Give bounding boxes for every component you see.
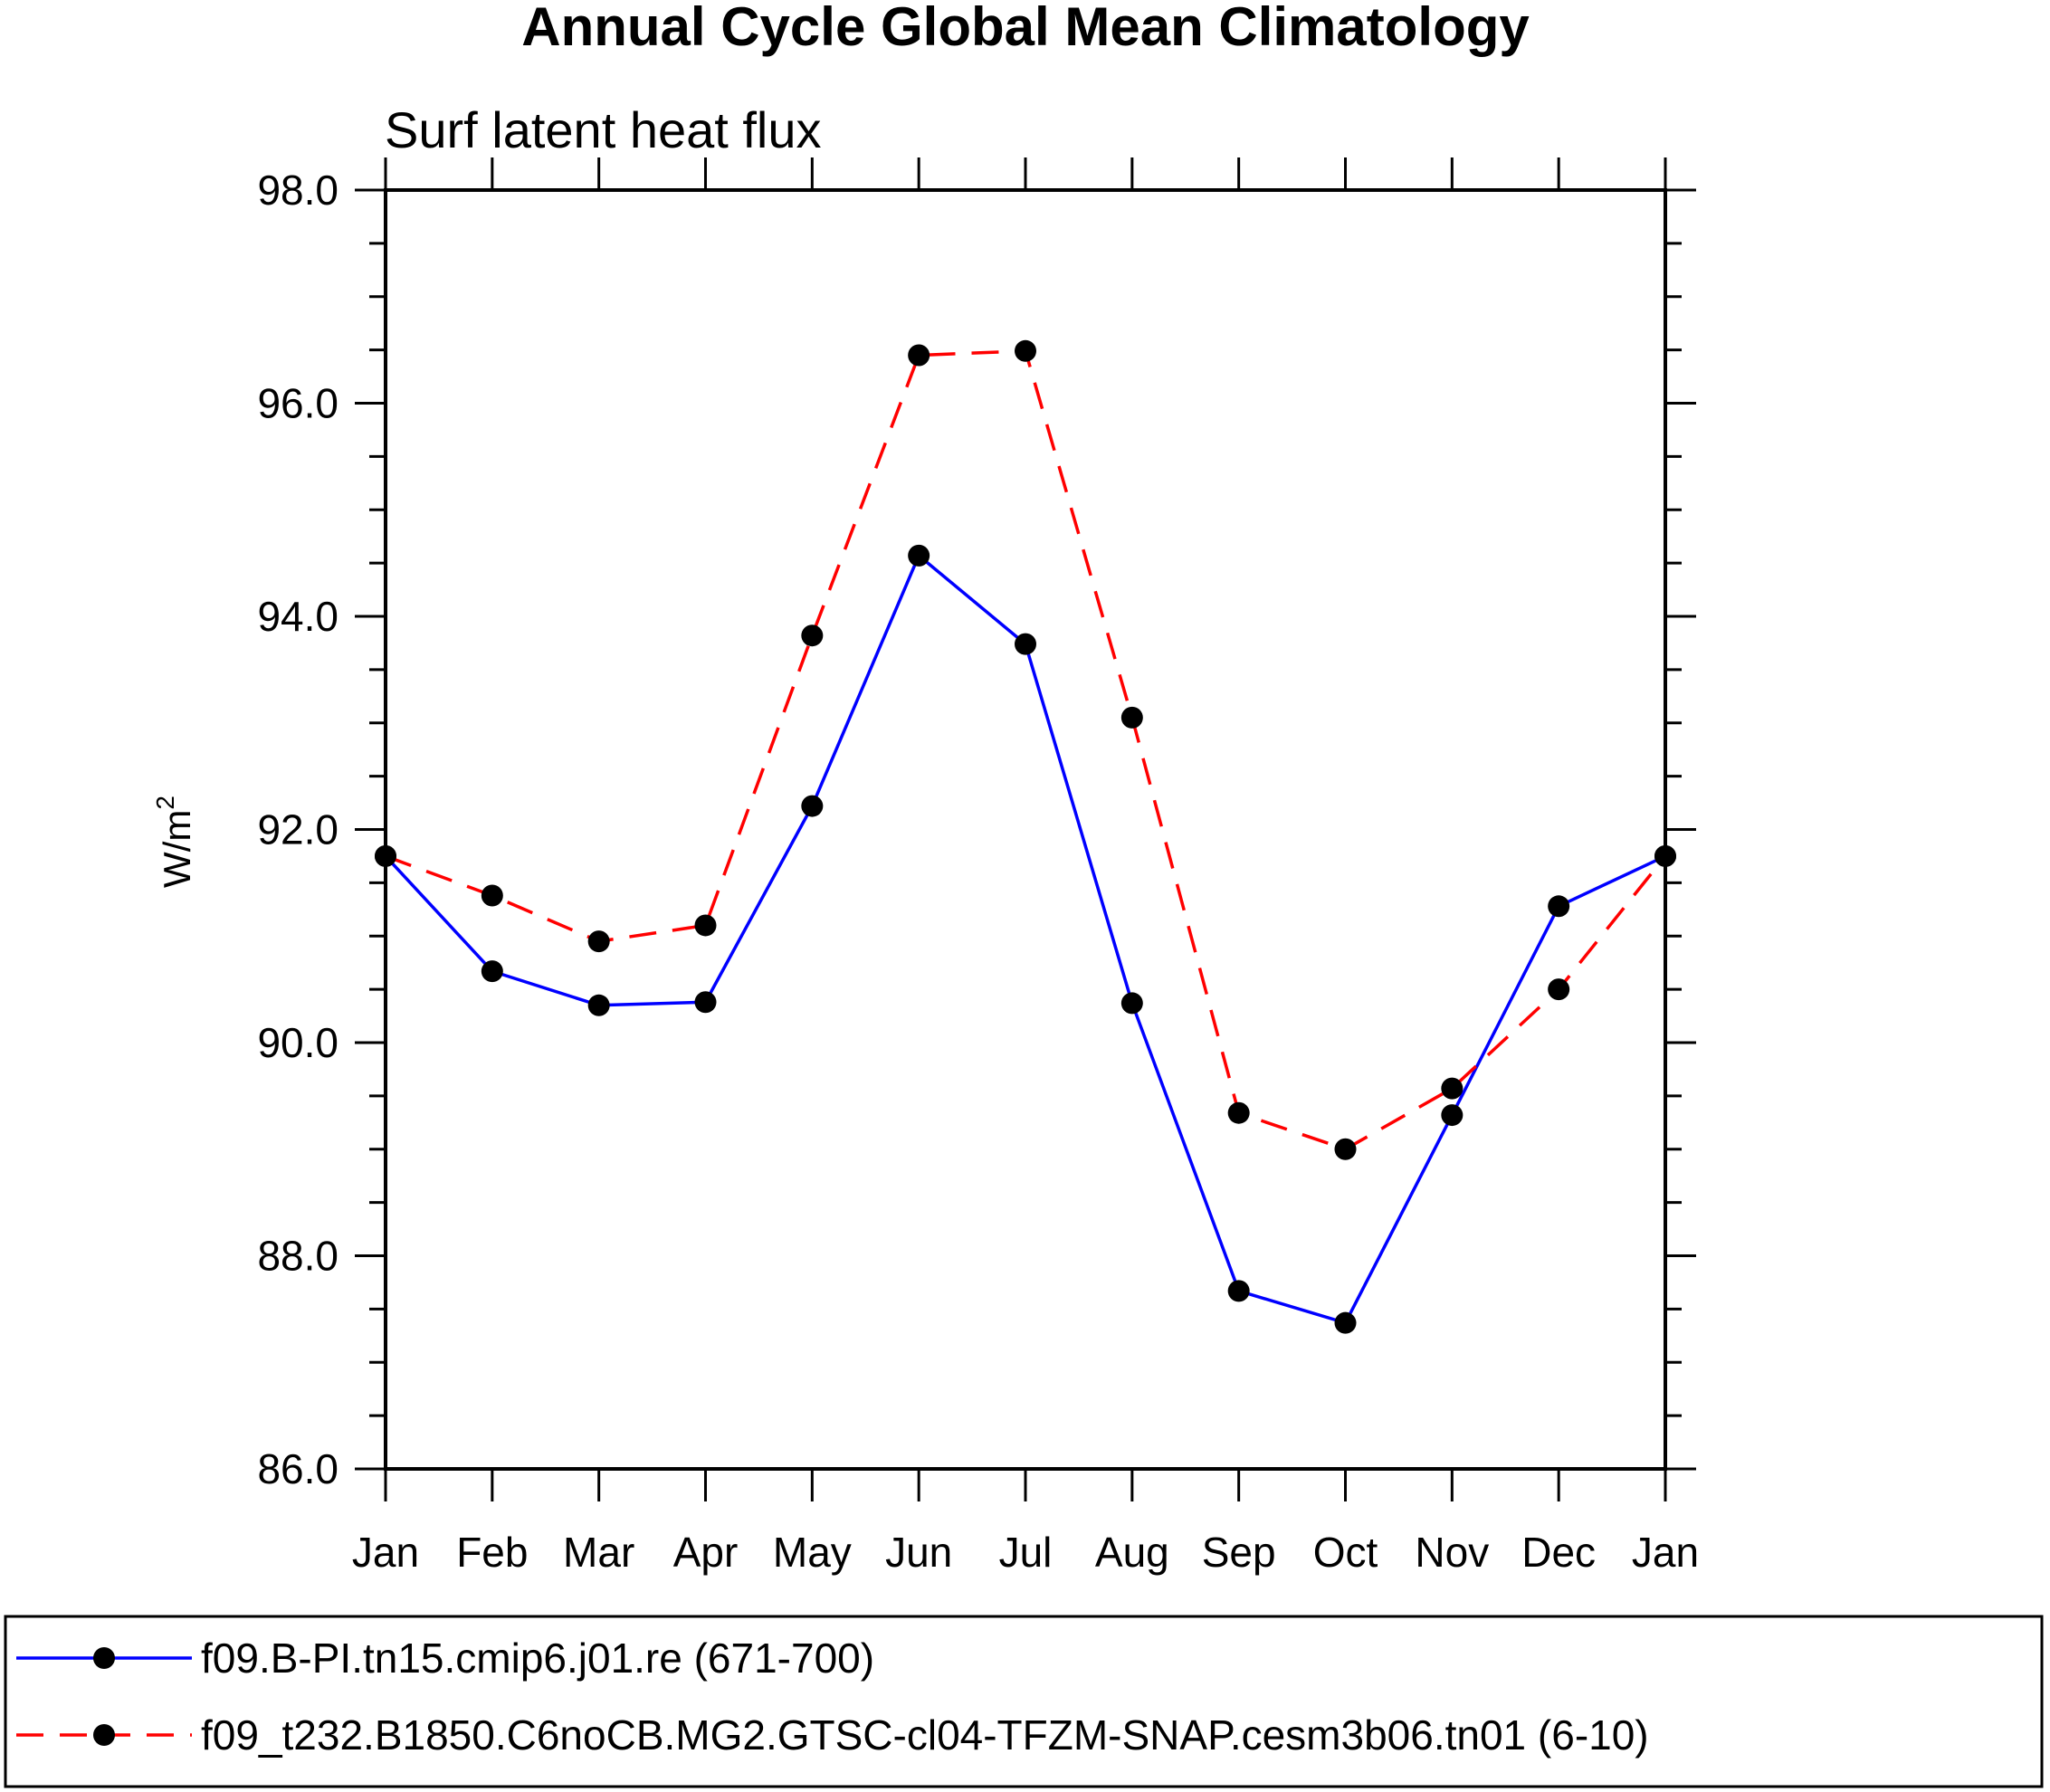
- legend-item: f09_t232.B1850.C6noCB.MG2.GTSC-cl04-TFZM…: [16, 1711, 1649, 1759]
- y-tick-label: 86.0: [257, 1445, 338, 1492]
- y-axis-label-sup: 2: [151, 796, 179, 810]
- chart-subtitle: Surf latent heat flux: [385, 101, 822, 158]
- chart-title: Annual Cycle Global Mean Climatology: [521, 0, 1530, 57]
- data-point: [1227, 1280, 1250, 1302]
- x-tick-label: Sep: [1202, 1529, 1276, 1576]
- legend: f09.B-PI.tn15.cmip6.j01.re (671-700) f09_…: [16, 1635, 1649, 1759]
- series-layer: [375, 339, 1676, 1334]
- data-point: [587, 994, 610, 1016]
- legend-marker: [93, 1724, 115, 1746]
- x-tick-label: Jan: [1632, 1529, 1699, 1576]
- x-tick-label: Mar: [563, 1529, 634, 1576]
- x-tick-label: Feb: [456, 1529, 528, 1576]
- series-1: [375, 339, 1676, 1160]
- legend-box: [4, 1615, 2044, 1788]
- axis-ticks: [355, 157, 1696, 1501]
- legend-item: f09.B-PI.tn15.cmip6.j01.re (671-700): [16, 1635, 874, 1682]
- y-tick-label: 96.0: [257, 380, 338, 427]
- legend-label: f09.B-PI.tn15.cmip6.j01.re (671-700): [201, 1635, 874, 1682]
- y-tick-label: 88.0: [257, 1233, 338, 1280]
- data-point: [1441, 1104, 1464, 1127]
- x-tick-label: Jul: [999, 1529, 1053, 1576]
- series-line: [385, 348, 1667, 1151]
- y-axis-label-base: W/m: [156, 810, 198, 888]
- data-point: [1548, 978, 1570, 1001]
- data-point: [481, 884, 503, 907]
- x-tick-label: Dec: [1521, 1529, 1596, 1576]
- data-point: [1120, 706, 1143, 729]
- y-axis-label: W/m2: [151, 796, 198, 888]
- data-point: [694, 914, 717, 937]
- x-tick-label: Oct: [1313, 1529, 1378, 1576]
- y-tick-labels: 86.0 88.0 90.0 92.0 94.0 96.0 98.0: [257, 167, 338, 1492]
- data-point: [1015, 339, 1036, 362]
- y-tick-label: 92.0: [257, 806, 338, 853]
- data-point: [1548, 895, 1570, 918]
- data-point: [587, 930, 610, 953]
- data-point: [801, 624, 824, 647]
- data-point: [694, 991, 717, 1014]
- plot-frame: [384, 188, 1667, 1471]
- data-point: [1227, 1101, 1250, 1124]
- legend-marker: [93, 1647, 115, 1669]
- x-tick-label: May: [773, 1529, 852, 1576]
- x-tick-label: Jan: [352, 1529, 419, 1576]
- y-tick-label: 94.0: [257, 593, 338, 640]
- x-tick-label: Jun: [885, 1529, 952, 1576]
- data-point: [1334, 1138, 1357, 1160]
- y-tick-label: 98.0: [257, 167, 338, 214]
- data-point: [1015, 633, 1036, 655]
- data-point: [481, 960, 503, 983]
- x-tick-label: Nov: [1415, 1529, 1489, 1576]
- data-point: [801, 795, 824, 817]
- x-tick-labels: Jan Feb Mar Apr May Jun Jul Aug Sep Oct Nov Dec Jan: [352, 1529, 1699, 1576]
- legend-label: f09_t232.B1850.C6noCB.MG2.GTSC-cl04-TFZM…: [201, 1711, 1649, 1759]
- data-point: [908, 344, 930, 367]
- x-tick-label: Apr: [673, 1529, 739, 1576]
- series-line: [384, 553, 1666, 1325]
- data-point: [1334, 1311, 1357, 1334]
- data-point: [1441, 1077, 1464, 1100]
- x-tick-label: Aug: [1095, 1529, 1169, 1576]
- y-tick-label: 90.0: [257, 1019, 338, 1066]
- data-point: [908, 544, 930, 567]
- series-0: [375, 544, 1676, 1334]
- data-point: [1120, 992, 1143, 1015]
